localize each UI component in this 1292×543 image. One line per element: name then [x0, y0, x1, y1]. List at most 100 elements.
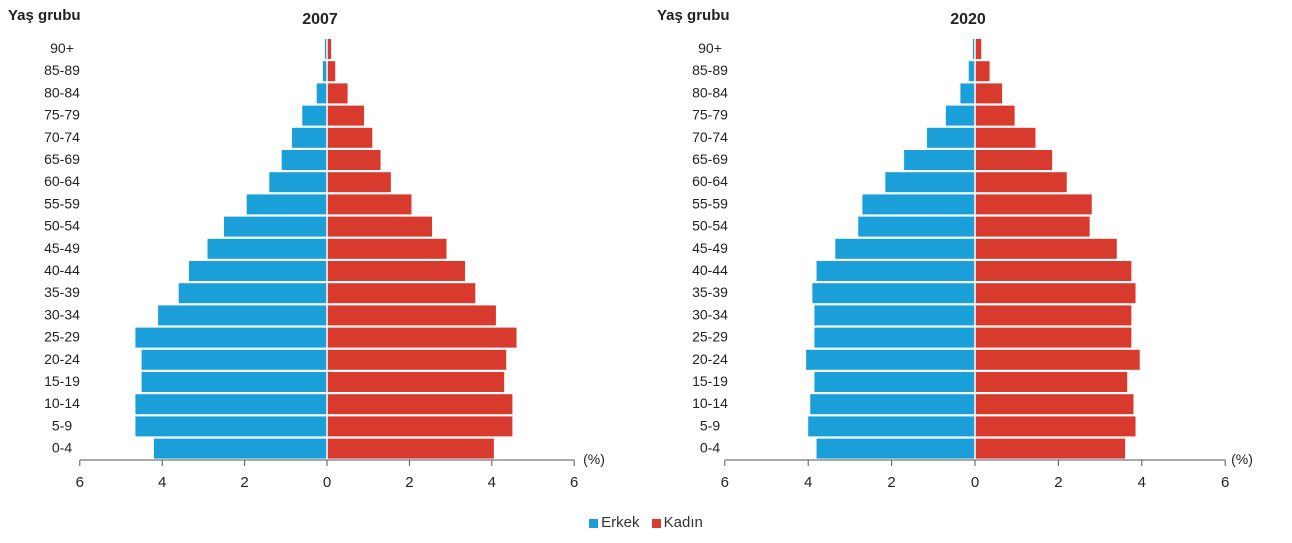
chart-0-bar-female	[327, 438, 494, 459]
chart-0-ylabel: Yaş grubu	[8, 7, 81, 24]
chart-0-bar-male	[246, 194, 327, 215]
chart-0-bar-male	[281, 150, 327, 170]
chart-0-bar-male	[324, 39, 327, 59]
chart-0-category-label: 25-29	[44, 329, 80, 345]
legend-swatch-female	[651, 518, 661, 528]
chart-0-bar-female	[327, 105, 365, 126]
legend-swatch-male	[589, 518, 599, 528]
chart-0-category-label: 45-49	[44, 240, 80, 256]
chart-1-category-label: 5-9	[700, 417, 720, 433]
chart-1-category-label: 45-49	[692, 240, 728, 256]
chart-0-category-label: 10-14	[44, 395, 80, 411]
chart-1-category-label: 60-64	[692, 173, 728, 189]
chart-0-category-label: 30-34	[44, 306, 80, 322]
chart-1-title: 2020	[950, 11, 986, 28]
chart-1-bar-female	[975, 216, 1090, 237]
chart-0-bar-male	[141, 372, 327, 392]
chart-1-bar-male	[972, 39, 975, 59]
chart-1-ylabel: Yaş grubu	[657, 7, 730, 24]
chart-1-x-tick-label: 4	[1138, 474, 1146, 491]
chart-1-bar-female	[975, 438, 1126, 459]
chart-0-bar-male	[153, 438, 327, 459]
chart-1-bar-female	[975, 416, 1136, 437]
chart-0-x-tick-label: 6	[570, 474, 578, 491]
chart-1-bar-female	[975, 349, 1140, 370]
chart-1-category-label: 20-24	[692, 351, 728, 367]
chart-0-bar-male	[322, 61, 327, 82]
chart-1-bar-male	[835, 238, 975, 259]
chart-1-bar-male	[904, 150, 975, 170]
chart-0-bar-male	[188, 261, 327, 281]
legend-item-male: Erkek	[589, 514, 639, 531]
chart-0-bar-female	[327, 305, 496, 326]
chart-0-category-label: 15-19	[44, 373, 80, 389]
chart-1-category-label: 40-44	[692, 262, 728, 278]
chart-0-bar-female	[327, 39, 332, 59]
chart-1-category-label: 80-84	[692, 84, 728, 100]
chart-0-bar-female	[327, 238, 447, 259]
chart-1-bar-female	[975, 372, 1128, 392]
chart-1-category-label: 25-29	[692, 329, 728, 345]
chart-0-bar-male	[291, 127, 327, 148]
chart-1-category-label: 15-19	[692, 373, 728, 389]
chart-1-category-label: 90+	[698, 40, 722, 56]
chart-1-bar-male	[858, 216, 975, 237]
chart-0-category-label: 75-79	[44, 107, 80, 123]
chart-1-x-tick-label: 6	[1221, 474, 1229, 491]
legend: Erkek Kadın	[0, 514, 1292, 531]
chart-1-category-label: 85-89	[692, 62, 728, 78]
legend-label-female: Kadın	[663, 514, 703, 531]
chart-0-bar-male	[158, 305, 327, 326]
chart-1-bar-male	[927, 127, 975, 148]
chart-0-x-tick-label: 2	[240, 474, 248, 491]
chart-1-bar-female	[975, 194, 1092, 215]
chart-1-bar-male	[814, 305, 975, 326]
chart-0-bar-female	[327, 327, 517, 348]
chart-0-bar-female	[327, 127, 373, 148]
chart-1-bar-female	[975, 327, 1132, 348]
chart-0-category-label: 65-69	[44, 151, 80, 167]
chart-0-category-label: 85-89	[44, 62, 80, 78]
chart-1-bar-male	[945, 105, 975, 126]
chart-0-category-label: 50-54	[44, 218, 80, 234]
chart-0-x-tick-label: 0	[323, 474, 331, 491]
chart-1-bar-male	[810, 394, 975, 415]
chart-1-category-label: 65-69	[692, 151, 728, 167]
chart-1-category-label: 75-79	[692, 107, 728, 123]
chart-1-category-label: 0-4	[700, 440, 720, 456]
chart-1-bar-female	[975, 394, 1134, 415]
chart-1-bar-male	[812, 283, 975, 304]
chart-0-bar-male	[316, 83, 327, 104]
chart-0-bar-female	[327, 416, 513, 437]
chart-1-bar-male	[885, 172, 975, 193]
chart-1-bar-male	[816, 261, 975, 281]
chart-0-bar-male	[135, 394, 327, 415]
chart-1-bar-female	[975, 305, 1132, 326]
chart-1-bar-male	[816, 438, 975, 459]
chart-0-bar-female	[327, 83, 348, 104]
chart-1-bar-female	[975, 105, 1015, 126]
chart-1-bar-male	[806, 349, 975, 370]
chart-0-x-tick-label: 4	[488, 474, 496, 491]
chart-0-category-label: 80-84	[44, 84, 80, 100]
chart-0-bar-female	[327, 394, 513, 415]
chart-0-bar-female	[327, 283, 476, 304]
chart-1-bar-male	[814, 327, 975, 348]
chart-1-bar-male	[808, 416, 975, 437]
chart-0-bar-male	[178, 283, 327, 304]
chart-0-category-label: 90+	[50, 40, 74, 56]
chart-0-bar-female	[327, 61, 336, 82]
chart-1-category-label: 10-14	[692, 395, 728, 411]
chart-0-bar-female	[327, 150, 381, 170]
chart-1-category-label: 55-59	[692, 195, 728, 211]
chart-0-x-tick-label: 6	[76, 474, 84, 491]
chart-0-x-tick-label: 4	[158, 474, 166, 491]
chart-1-bar-male	[862, 194, 975, 215]
chart-1-bar-female	[975, 39, 982, 59]
chart-0-bar-female	[327, 216, 433, 237]
chart-0-bar-male	[269, 172, 327, 193]
chart-0-category-label: 60-64	[44, 173, 80, 189]
chart-1-x-tick-label: 2	[1054, 474, 1062, 491]
chart-1-category-label: 30-34	[692, 306, 728, 322]
